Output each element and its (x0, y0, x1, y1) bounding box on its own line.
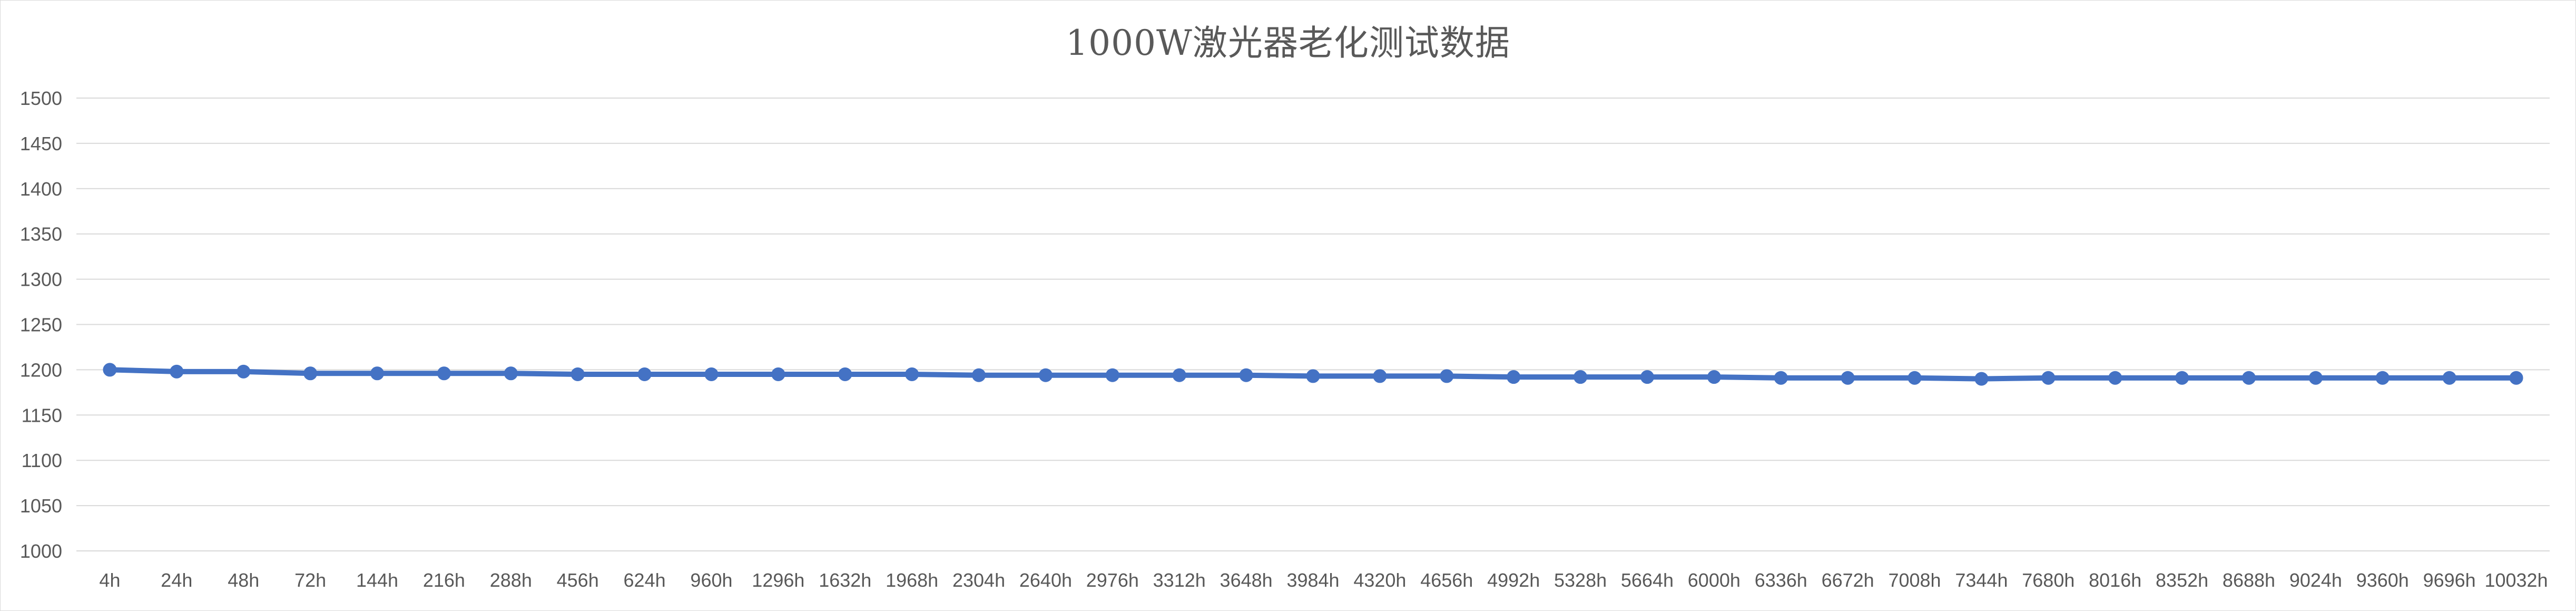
data-point (2375, 371, 2390, 385)
x-tick-label: 8016h (2089, 569, 2141, 591)
x-tick-label: 2304h (952, 569, 1005, 591)
x-tick-label: 1968h (886, 569, 938, 591)
data-point (2041, 371, 2056, 385)
data-point (1239, 368, 1253, 382)
x-tick-label: 3312h (1153, 569, 1206, 591)
data-point (972, 368, 986, 382)
x-tick-label: 24h (161, 569, 192, 591)
data-point (1574, 370, 1588, 384)
data-point (1373, 369, 1387, 383)
y-tick-label: 1500 (20, 88, 62, 109)
x-tick-label: 8352h (2156, 569, 2208, 591)
x-axis-tick-labels: 4h 24h 48h 72h 144h 216h 288h 456h 624h 960h 1296h… (99, 569, 2548, 591)
y-axis-tick-labels: 1000 1050 1100 1150 1200 1250 1300 1350 1400 1450… (20, 88, 62, 562)
data-point (1172, 368, 1186, 382)
x-tick-label: 624h (624, 569, 666, 591)
x-tick-label: 288h (490, 569, 532, 591)
y-tick-label: 1000 (20, 540, 62, 562)
data-point (838, 367, 852, 381)
x-tick-label: 6000h (1688, 569, 1741, 591)
y-tick-label: 1350 (20, 224, 62, 245)
data-point (2241, 371, 2256, 385)
data-point (1774, 371, 1788, 385)
data-point (2509, 371, 2523, 385)
data-point (1105, 368, 1119, 382)
data-point (303, 366, 318, 381)
data-point (704, 367, 719, 381)
data-point (1707, 370, 1721, 384)
x-tick-label: 144h (356, 569, 398, 591)
data-point (1507, 370, 1521, 384)
x-tick-label: 5328h (1554, 569, 1607, 591)
data-point (2308, 371, 2323, 385)
data-point (905, 367, 919, 381)
x-tick-label: 7680h (2022, 569, 2074, 591)
x-tick-label: 4h (99, 569, 120, 591)
x-tick-label: 960h (690, 569, 732, 591)
data-point (2442, 371, 2456, 385)
gridlines (76, 98, 2550, 551)
data-point (103, 363, 117, 377)
x-tick-label: 72h (294, 569, 326, 591)
y-tick-label: 1200 (20, 359, 62, 381)
y-tick-label: 1250 (20, 314, 62, 336)
x-tick-label: 216h (423, 569, 465, 591)
x-tick-label: 4992h (1487, 569, 1540, 591)
data-point (1440, 369, 1454, 383)
x-tick-label: 48h (228, 569, 259, 591)
x-tick-label: 2640h (1019, 569, 1072, 591)
x-tick-label: 4320h (1353, 569, 1406, 591)
x-tick-label: 4656h (1420, 569, 1473, 591)
data-point (2175, 371, 2189, 385)
x-tick-label: 5664h (1621, 569, 1674, 591)
data-point (637, 367, 652, 381)
data-point (571, 367, 585, 381)
x-tick-label: 10032h (2484, 569, 2548, 591)
x-tick-label: 1296h (752, 569, 804, 591)
data-point (771, 367, 785, 381)
x-tick-label: 3648h (1220, 569, 1273, 591)
data-point (237, 364, 251, 379)
data-point (1974, 372, 1989, 386)
series-layer (103, 363, 2523, 386)
x-tick-label: 456h (557, 569, 599, 591)
data-point (1908, 371, 1922, 385)
x-tick-label: 3984h (1286, 569, 1339, 591)
y-tick-label: 1100 (22, 450, 62, 471)
x-tick-label: 9024h (2289, 569, 2342, 591)
data-point (437, 366, 451, 381)
y-tick-label: 1450 (20, 133, 62, 154)
data-point (2108, 371, 2122, 385)
data-point (1640, 370, 1654, 384)
data-point (1841, 371, 1855, 385)
y-tick-label: 1050 (20, 495, 62, 517)
x-tick-label: 2976h (1086, 569, 1139, 591)
x-tick-label: 8688h (2223, 569, 2275, 591)
data-point (504, 366, 518, 381)
x-tick-label: 7344h (1955, 569, 2008, 591)
data-point (370, 366, 385, 381)
x-tick-label: 9696h (2423, 569, 2476, 591)
x-tick-label: 6672h (1822, 569, 1874, 591)
data-point (1306, 369, 1320, 383)
y-tick-label: 1300 (20, 269, 62, 290)
x-tick-label: 6336h (1755, 569, 1807, 591)
x-tick-label: 9360h (2356, 569, 2409, 591)
x-tick-label: 1632h (819, 569, 871, 591)
y-tick-label: 1150 (22, 404, 62, 426)
chart-title: 1000W激光器老化测试数据 (1066, 23, 1510, 63)
data-point (170, 364, 184, 379)
y-tick-label: 1400 (20, 178, 62, 200)
data-point (1038, 368, 1053, 382)
x-tick-label: 7008h (1888, 569, 1941, 591)
